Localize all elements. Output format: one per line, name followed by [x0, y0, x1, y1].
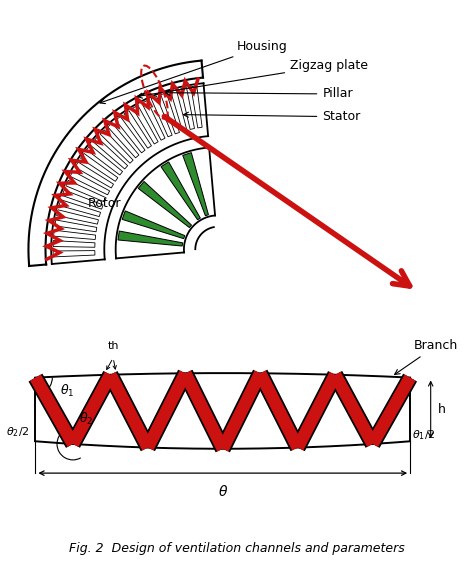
- Polygon shape: [124, 111, 152, 148]
- Text: $\theta_1$: $\theta_1$: [60, 383, 74, 398]
- Polygon shape: [75, 162, 113, 188]
- Polygon shape: [191, 86, 202, 128]
- Polygon shape: [161, 93, 180, 134]
- Polygon shape: [100, 130, 133, 163]
- Polygon shape: [171, 90, 187, 131]
- Text: $\theta_2/2$: $\theta_2/2$: [7, 425, 30, 439]
- Polygon shape: [87, 145, 123, 175]
- Polygon shape: [53, 241, 95, 247]
- Text: Zigzag plate: Zigzag plate: [137, 59, 368, 98]
- Polygon shape: [116, 117, 145, 153]
- Text: Pillar: Pillar: [165, 88, 353, 101]
- Text: Rotor: Rotor: [88, 198, 121, 211]
- Polygon shape: [66, 181, 106, 202]
- Polygon shape: [122, 211, 185, 239]
- Polygon shape: [181, 88, 194, 130]
- Polygon shape: [108, 123, 139, 158]
- Polygon shape: [70, 171, 109, 195]
- Polygon shape: [53, 251, 95, 257]
- Text: Housing: Housing: [100, 40, 288, 104]
- Polygon shape: [142, 101, 165, 140]
- Polygon shape: [118, 231, 182, 246]
- Polygon shape: [161, 162, 201, 220]
- Polygon shape: [54, 230, 96, 239]
- Text: Fig. 2  Design of ventilation channels and parameters: Fig. 2 Design of ventilation channels an…: [69, 542, 405, 555]
- Polygon shape: [56, 210, 99, 224]
- Polygon shape: [55, 220, 97, 232]
- Text: Branch: Branch: [395, 340, 458, 375]
- Text: th: th: [108, 341, 119, 351]
- Text: $\theta_1/2$: $\theta_1/2$: [412, 428, 435, 441]
- Polygon shape: [138, 182, 191, 228]
- Text: h: h: [438, 403, 445, 416]
- Text: $\theta$: $\theta$: [218, 483, 228, 499]
- Polygon shape: [93, 138, 128, 169]
- Polygon shape: [133, 105, 158, 144]
- Text: $\theta_2$: $\theta_2$: [79, 411, 93, 427]
- Text: Stator: Stator: [183, 110, 361, 123]
- Polygon shape: [151, 96, 172, 137]
- Polygon shape: [62, 190, 103, 209]
- Polygon shape: [81, 153, 118, 181]
- Polygon shape: [182, 153, 209, 216]
- Polygon shape: [59, 200, 100, 217]
